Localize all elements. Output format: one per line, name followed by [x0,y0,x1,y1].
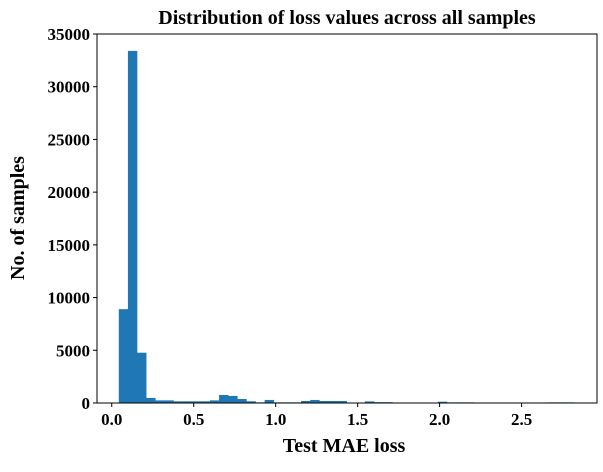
histogram-bar [237,399,246,403]
chart-title: Distribution of loss values across all s… [158,7,536,29]
y-tick-label: 15000 [48,236,91,255]
y-tick-label: 35000 [48,25,91,44]
histogram-bar [128,51,137,403]
plot-frame [97,34,597,403]
y-axis-label: No. of samples [7,156,29,280]
x-tick-label: 0.5 [183,410,204,429]
histogram-bar [228,396,237,403]
x-tick-label: 2.0 [429,410,450,429]
x-tick-label: 1.0 [265,410,286,429]
y-tick-label: 30000 [48,78,91,97]
histogram-bar [219,395,228,403]
histogram-bar [119,309,128,403]
x-axis-label: Test MAE loss [283,435,406,457]
x-tick-label: 1.5 [347,410,368,429]
y-tick-label: 0 [82,394,91,413]
histogram-bar [146,398,155,403]
y-tick-label: 10000 [48,289,91,308]
histogram-bar [137,353,146,403]
y-tick-label: 5000 [56,341,90,360]
x-tick-label: 2.5 [511,410,532,429]
y-tick-label: 25000 [48,130,91,149]
y-tick-label: 20000 [48,183,91,202]
x-tick-label: 0.0 [101,410,122,429]
